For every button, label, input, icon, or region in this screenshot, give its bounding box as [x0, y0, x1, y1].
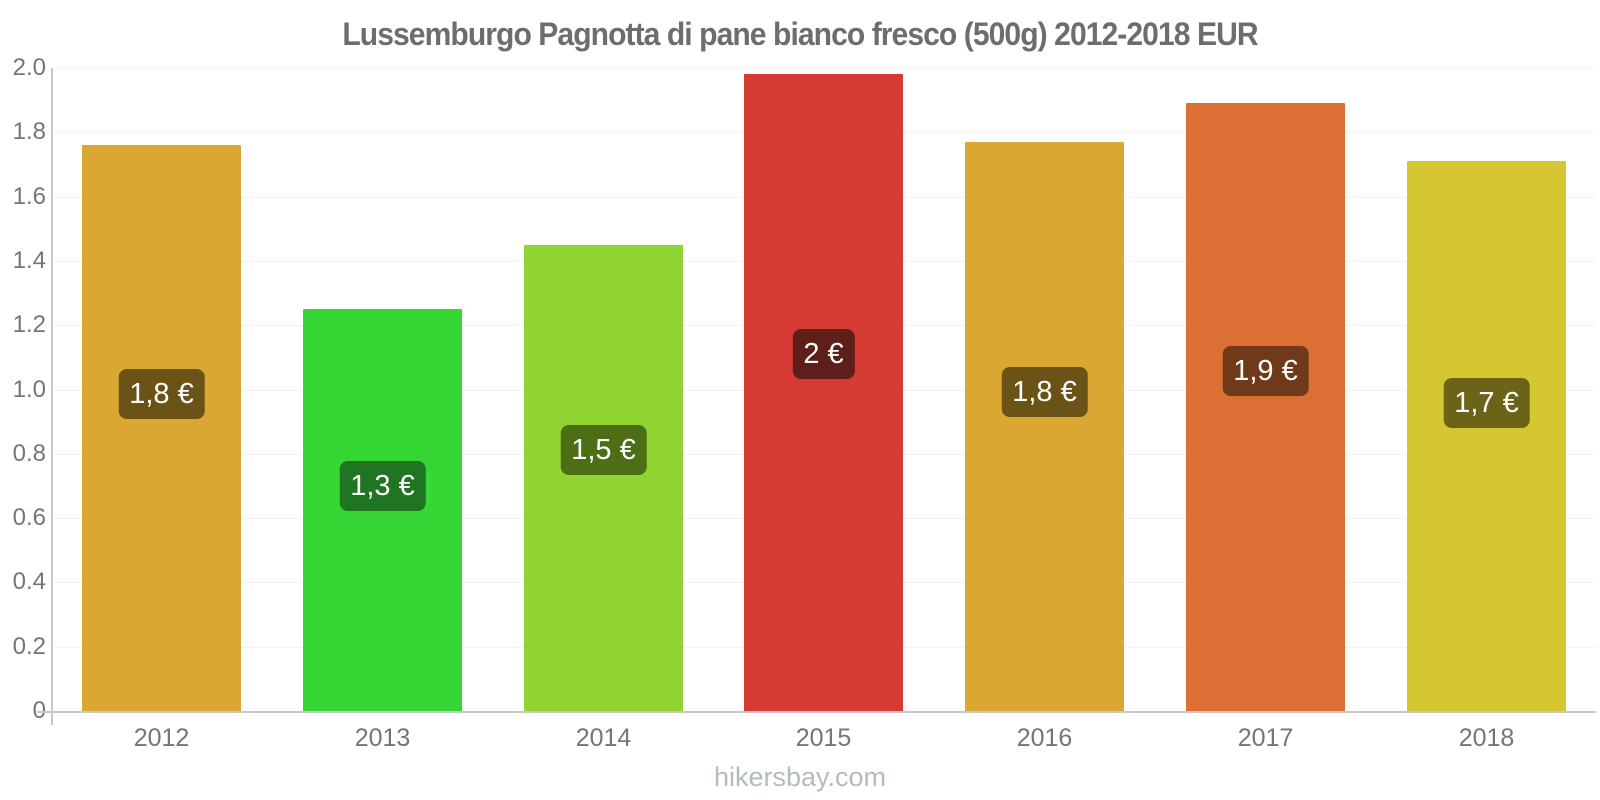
y-axis-tick-2.0: 2.0 [12, 54, 46, 81]
x-axis-line [37, 711, 1596, 713]
y-axis-tick-1.0: 1.0 [12, 376, 46, 403]
x-axis-label-2012: 2012 [133, 724, 190, 752]
bar-value-label-2017: 1,9 € [1222, 346, 1309, 396]
y-axis-tick-0.6: 0.6 [12, 504, 46, 531]
bar-value-label-2016: 1,8 € [1001, 367, 1088, 417]
bar-2012[interactable] [82, 145, 241, 711]
x-axis-label-2016: 2016 [1016, 724, 1073, 752]
bar-value-label-2012: 1,8 € [118, 369, 205, 419]
bar-value-label-2018: 1,7 € [1443, 378, 1530, 428]
y-axis-tick-0.8: 0.8 [12, 440, 46, 467]
x-axis-label-2013: 2013 [354, 724, 411, 752]
y-axis-tick-0.4: 0.4 [12, 568, 46, 595]
y-axis-line [51, 68, 53, 725]
gridline-2.0 [53, 68, 1596, 69]
y-axis-tick-1.2: 1.2 [12, 311, 46, 338]
bar-value-label-2013: 1,3 € [339, 461, 426, 511]
bar-value-label-2015: 2 € [792, 329, 855, 379]
bar-2014[interactable] [524, 245, 683, 711]
y-axis-tick-1.8: 1.8 [12, 118, 46, 145]
x-axis-label-2015: 2015 [795, 724, 852, 752]
bar-2015[interactable] [744, 74, 903, 711]
x-axis-label-2017: 2017 [1237, 724, 1294, 752]
footer-brand-link[interactable]: hikersbay.com [713, 762, 887, 792]
chart-title: Lussemburgo Pagnotta di pane bianco fres… [342, 16, 1258, 52]
y-axis-tick-0: 0 [0, 699, 46, 723]
y-axis-tick-1.6: 1.6 [12, 183, 46, 210]
bar-2017[interactable] [1186, 103, 1345, 711]
y-axis-tick-1.4: 1.4 [12, 247, 46, 274]
bar-value-label-2014: 1,5 € [560, 425, 647, 475]
bar-2016[interactable] [965, 142, 1124, 711]
x-axis-label-2014: 2014 [575, 724, 632, 752]
bar-2018[interactable] [1407, 161, 1566, 711]
x-axis-label-2018: 2018 [1458, 724, 1515, 752]
y-axis-tick-0.2: 0.2 [12, 633, 46, 660]
